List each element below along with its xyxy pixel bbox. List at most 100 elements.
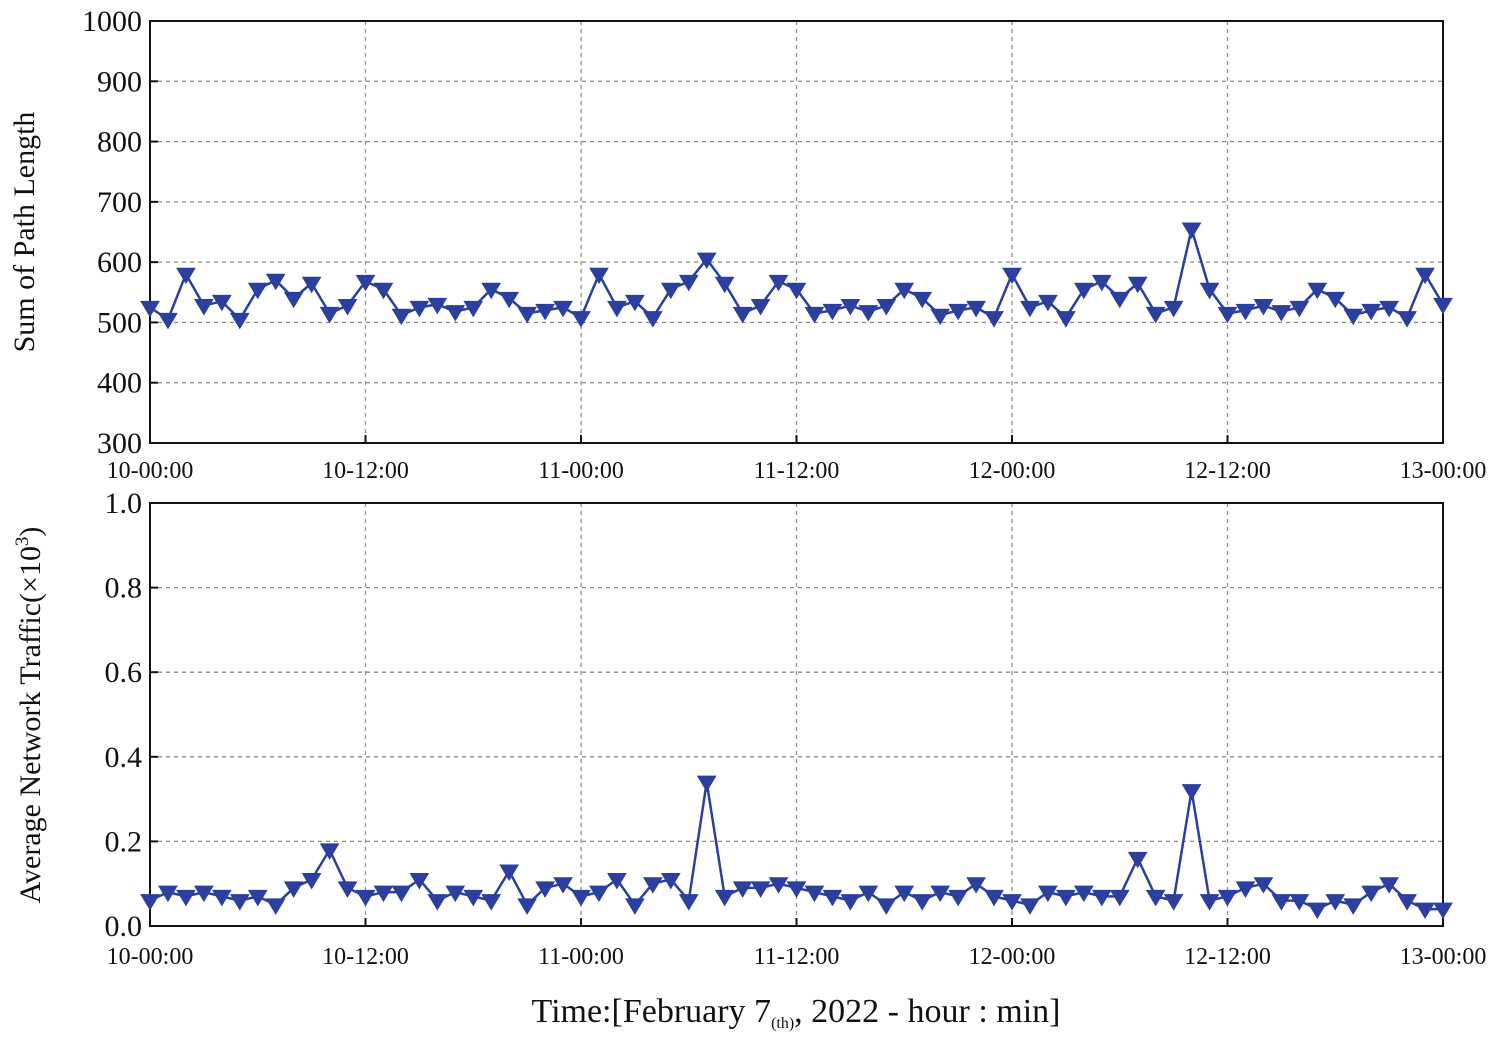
x-axis-label: Time:[February 7(th), 2022 - hour : min]: [532, 993, 1061, 1032]
bottom-data-point: [1038, 885, 1058, 903]
top-data-point: [1271, 305, 1292, 322]
bottom-data-point: [607, 872, 627, 890]
bottom-data-point: [786, 881, 807, 898]
top-data-point: [984, 311, 1004, 328]
bottom-data-point: [840, 894, 861, 911]
top-data-point: [768, 274, 789, 292]
bottom-data-point: [1145, 889, 1166, 907]
top-data-point: [1325, 291, 1346, 309]
bottom-data-point: [1271, 894, 1292, 911]
top-data-point: [337, 299, 358, 316]
bottom-data-point: [1289, 894, 1310, 911]
top-data-point: [1002, 267, 1022, 285]
bottom-y-tick-label: 0.6: [105, 656, 143, 689]
top-data-point: [1379, 300, 1400, 318]
bottom-data-point: [337, 881, 358, 898]
bottom-data-point: [768, 877, 789, 894]
top-data-point: [229, 312, 250, 330]
bottom-data-point: [1073, 885, 1094, 903]
bottom-data-point: [876, 898, 897, 915]
bottom-data-point: [1433, 902, 1453, 920]
top-data-point: [786, 282, 807, 300]
top-x-tick-label: 11-12:00: [754, 458, 840, 484]
bottom-data-point: [211, 889, 232, 907]
bottom-data-point: [696, 775, 717, 793]
top-data-point: [1163, 300, 1184, 318]
bottom-data-point: [553, 877, 573, 894]
top-data-point: [319, 306, 340, 324]
bottom-data-point: [1002, 894, 1022, 911]
top-data-point: [193, 299, 214, 316]
bottom-data-point: [229, 894, 250, 911]
bottom-data-point: [158, 885, 178, 903]
top-data-point: [642, 311, 663, 328]
top-data-point: [696, 252, 717, 270]
top-data-point: [750, 299, 771, 316]
top-data-point: [624, 294, 645, 312]
bottom-data-point: [373, 885, 394, 903]
top-y-tick-label: 300: [97, 427, 142, 460]
top-data-point: [894, 282, 915, 300]
bottom-data-point: [140, 894, 160, 911]
bottom-data-point: [535, 881, 555, 898]
bottom-data-point: [714, 889, 735, 907]
top-y-tick-label: 500: [97, 306, 142, 339]
top-x-tick-label: 12-00:00: [969, 458, 1056, 484]
top-data-point: [1253, 299, 1274, 316]
bottom-data-point: [1343, 898, 1364, 915]
bottom-x-tick-label: 11-00:00: [538, 944, 624, 970]
bottom-data-point: [193, 885, 214, 903]
bottom-data-point: [1415, 902, 1435, 920]
top-data-point: [427, 297, 448, 315]
bottom-y-tick-label: 0.4: [105, 741, 143, 774]
top-data-point: [876, 299, 897, 316]
top-x-tick-label: 13-00:00: [1400, 458, 1487, 484]
bottom-data-point: [948, 889, 969, 907]
bottom-data-point: [391, 885, 412, 903]
bottom-data-point: [732, 881, 753, 898]
top-data-point: [714, 276, 735, 294]
top-data-point: [499, 291, 520, 309]
bottom-data-point: [912, 894, 933, 911]
bottom-y-axis-label-sup: 3: [12, 537, 33, 547]
top-data-point: [1199, 282, 1220, 300]
bottom-y-tick-label: 1.0: [105, 487, 143, 520]
bottom-data-point: [984, 889, 1004, 907]
top-data-point: [840, 299, 861, 316]
top-y-tick-label: 600: [97, 246, 142, 279]
top-data-point: [607, 300, 627, 318]
top-data-point: [1073, 282, 1094, 300]
top-data-point: [211, 294, 232, 312]
top-data-point: [1289, 300, 1310, 318]
bottom-panel: 0.0 0.2 0.4 0.6 0.8 1.0 10-00:00 10-12:00 11-00:…: [105, 487, 1487, 970]
top-data-point: [247, 282, 268, 300]
top-data-point: [1217, 306, 1238, 324]
bottom-data-point: [571, 889, 591, 907]
bottom-data-point: [822, 889, 843, 907]
x-axis-label-main: Time:[February 7: [532, 993, 772, 1030]
bottom-y-axis-label-main: Average Network Traffic(×10: [14, 546, 47, 903]
top-panel: 300 400 500 600 700 800 900 1000 10-00:00 10-12:0…: [82, 5, 1486, 484]
bottom-data-point: [642, 877, 663, 894]
bottom-data-point: [1253, 877, 1274, 894]
top-data-point: [1433, 297, 1453, 315]
bottom-data-point: [660, 872, 681, 890]
top-data-point: [1038, 294, 1058, 312]
bottom-data-point: [750, 881, 771, 898]
top-data-point: [660, 282, 681, 300]
top-data-point: [1415, 267, 1435, 285]
bottom-data-point: [678, 894, 699, 911]
bottom-data-point: [176, 889, 196, 907]
bottom-data-point: [1397, 894, 1417, 911]
top-y-tick-label: 900: [97, 65, 142, 98]
bottom-data-point: [1109, 889, 1130, 907]
top-data-point: [966, 300, 986, 318]
bottom-x-tick-label: 10-00:00: [107, 944, 194, 970]
top-data-point: [1020, 300, 1040, 318]
bottom-data-point: [589, 885, 609, 903]
bottom-data-point: [1163, 894, 1184, 911]
bottom-data-point: [1181, 784, 1202, 801]
bottom-data-point: [1199, 894, 1220, 911]
bottom-y-axis-label: Average Network Traffic(×103): [12, 527, 47, 904]
top-data-point: [589, 267, 609, 285]
